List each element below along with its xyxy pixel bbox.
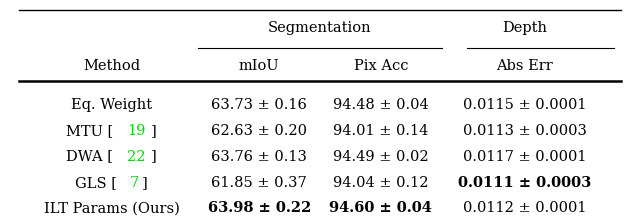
Text: 94.01 ± 0.14: 94.01 ± 0.14 (333, 124, 429, 138)
Text: 94.60 ± 0.04: 94.60 ± 0.04 (330, 201, 432, 215)
Text: DWA [: DWA [ (66, 150, 113, 164)
Text: 61.85 ± 0.37: 61.85 ± 0.37 (211, 176, 307, 190)
Text: 22: 22 (127, 150, 145, 164)
Text: 0.0115 ± 0.0001: 0.0115 ± 0.0001 (463, 98, 586, 112)
Text: ]: ] (141, 176, 147, 190)
Text: mIoU: mIoU (239, 59, 280, 73)
Text: ]: ] (150, 150, 156, 164)
Text: 94.48 ± 0.04: 94.48 ± 0.04 (333, 98, 429, 112)
Text: 19: 19 (127, 124, 145, 138)
Text: Segmentation: Segmentation (268, 21, 372, 35)
Text: 94.04 ± 0.12: 94.04 ± 0.12 (333, 176, 429, 190)
Text: 0.0111 ± 0.0003: 0.0111 ± 0.0003 (458, 176, 591, 190)
Text: Method: Method (83, 59, 141, 73)
Text: MTU [: MTU [ (66, 124, 113, 138)
Text: 0.0117 ± 0.0001: 0.0117 ± 0.0001 (463, 150, 586, 164)
Text: 0.0113 ± 0.0003: 0.0113 ± 0.0003 (463, 124, 587, 138)
Text: Pix Acc: Pix Acc (353, 59, 408, 73)
Text: GLS [: GLS [ (76, 176, 117, 190)
Text: Eq. Weight: Eq. Weight (72, 98, 152, 112)
Text: 63.76 ± 0.13: 63.76 ± 0.13 (211, 150, 307, 164)
Text: Abs Err: Abs Err (497, 59, 553, 73)
Text: 7: 7 (129, 176, 139, 190)
Text: ]: ] (150, 124, 156, 138)
Text: 63.98 ± 0.22: 63.98 ± 0.22 (207, 201, 311, 215)
Text: Depth: Depth (502, 21, 547, 35)
Text: 0.0112 ± 0.0001: 0.0112 ± 0.0001 (463, 201, 586, 215)
Text: 94.49 ± 0.02: 94.49 ± 0.02 (333, 150, 429, 164)
Text: ILT Params (Ours): ILT Params (Ours) (44, 201, 180, 215)
Text: 62.63 ± 0.20: 62.63 ± 0.20 (211, 124, 307, 138)
Text: 63.73 ± 0.16: 63.73 ± 0.16 (211, 98, 307, 112)
